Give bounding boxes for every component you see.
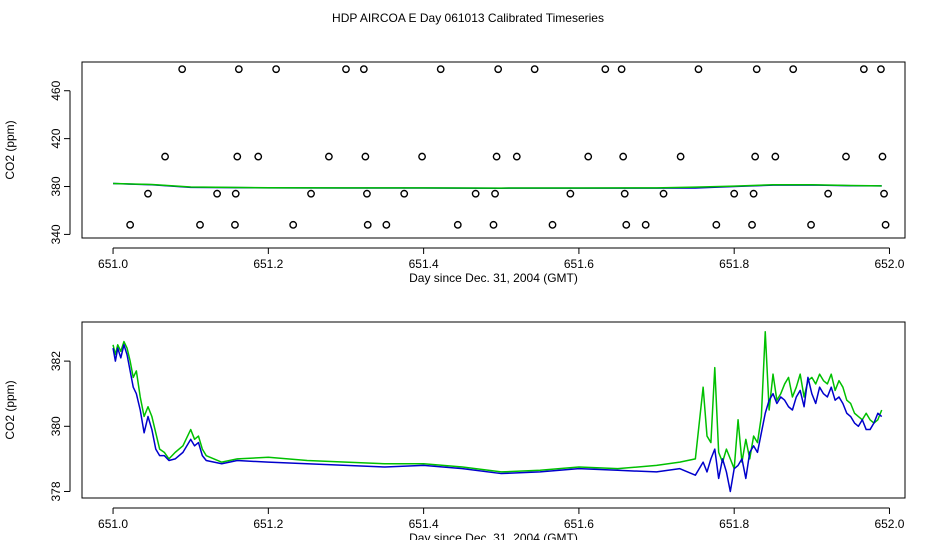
- top-scatter-point: [361, 152, 370, 161]
- figure-title: HDP AIRCOA E Day 061013 Calibrated Times…: [332, 11, 604, 25]
- top-scatter-point: [880, 189, 888, 198]
- top-scatter-point: [231, 220, 239, 229]
- top-scatter-point: [382, 220, 391, 229]
- top-scatter-point: [771, 152, 780, 161]
- top-y-tick-label: 460: [49, 80, 63, 100]
- top-scatter-point: [289, 220, 298, 229]
- top-scatter-point: [436, 65, 445, 74]
- top-x-tick-label: 651.8: [719, 257, 749, 271]
- bottom-x-tick-label: 651.2: [253, 517, 283, 531]
- top-scatter-point: [471, 189, 480, 198]
- bottom-x-tick-label: 651.8: [719, 517, 749, 531]
- top-scatter-point: [491, 189, 499, 198]
- top-scatter-point: [877, 65, 885, 74]
- top-scatter-point: [619, 152, 628, 161]
- top-scatter-point: [584, 152, 593, 161]
- top-scatter-point: [359, 65, 368, 74]
- top-scatter-point: [859, 65, 868, 74]
- top-scatter-point: [530, 65, 539, 74]
- top-panel: 651.0 651.2 651.4 651.6 651.8 652.0 Day since …: [3, 61, 906, 285]
- top-x-tick-label: 651.4: [409, 257, 439, 271]
- top-scatter-point: [233, 152, 242, 161]
- bottom-y-tick-label: 382: [49, 351, 63, 371]
- bottom-plot-frame: [81, 321, 906, 499]
- top-scatter-point: [712, 220, 721, 229]
- top-x-tick-label: 651.6: [564, 257, 594, 271]
- top-scatter-point: [178, 65, 187, 74]
- top-scatter-point: [730, 189, 739, 198]
- top-scatter-point: [601, 65, 610, 74]
- top-scatter-point: [196, 220, 204, 229]
- top-scatter-point: [512, 152, 521, 161]
- bottom-series-line-green: [112, 331, 883, 473]
- top-x-tick-label: 652.0: [874, 257, 904, 271]
- top-scatter-point: [494, 65, 503, 74]
- top-scatter-point: [307, 189, 315, 198]
- top-scatter-point: [751, 152, 760, 161]
- top-scatter-point: [418, 152, 426, 161]
- top-scatter-point: [231, 189, 240, 198]
- top-scatter-point: [694, 65, 703, 74]
- top-scatter-point: [489, 220, 498, 229]
- bottom-x-tick-label: 651.6: [564, 517, 594, 531]
- bottom-y-tick-label: 378: [49, 481, 63, 501]
- top-x-tick-label: 651.2: [253, 257, 283, 271]
- top-scatter-point: [363, 220, 372, 229]
- top-scatter-point: [622, 220, 631, 229]
- bottom-x-tick-label: 652.0: [874, 517, 904, 531]
- top-scatter-point: [878, 152, 887, 161]
- top-scatter-point: [617, 65, 626, 74]
- top-scatter-point: [676, 152, 685, 161]
- top-scatter-point: [144, 189, 152, 198]
- top-scatter-point: [566, 189, 575, 198]
- top-scatter-point: [453, 220, 462, 229]
- bottom-series-line-blue: [112, 344, 883, 493]
- top-scatter-point: [748, 220, 756, 229]
- top-scatter-point: [807, 220, 815, 229]
- top-scatter-point: [213, 189, 221, 198]
- top-plot-frame: [81, 61, 906, 239]
- top-series-line-green: [113, 182, 882, 189]
- bottom-y-tick-label: 380: [49, 416, 63, 436]
- bottom-x-tick-label: 651.0: [98, 517, 128, 531]
- top-scatter-point: [842, 152, 850, 161]
- bottom-x-axis-label: Day since Dec. 31, 2004 (GMT): [409, 531, 578, 540]
- bottom-y-axis-label: CO2 (ppm): [3, 380, 17, 439]
- bottom-x-tick-label: 651.4: [409, 517, 439, 531]
- top-scatter-point: [254, 152, 263, 161]
- top-x-tick-label: 651.0: [98, 257, 128, 271]
- top-scatter-point: [161, 152, 169, 161]
- top-scatter-point: [400, 189, 409, 198]
- top-scatter-point: [548, 220, 557, 229]
- top-scatter-point: [749, 189, 758, 198]
- top-scatter-point: [324, 152, 333, 161]
- top-y-axis-label: CO2 (ppm): [3, 120, 17, 179]
- top-scatter-point: [824, 189, 833, 198]
- top-scatter-point: [752, 65, 761, 74]
- top-scatter-point: [789, 65, 798, 74]
- top-scatter-point: [342, 65, 350, 74]
- top-scatter-point: [659, 189, 668, 198]
- top-scatter-point: [363, 189, 371, 198]
- top-y-tick-label: 340: [49, 224, 63, 244]
- top-y-tick-label: 380: [49, 176, 63, 196]
- top-scatter-point: [641, 220, 650, 229]
- bottom-panel: 651.0 651.2 651.4 651.6 651.8 652.0 Day since …: [3, 321, 906, 540]
- top-y-tick-label: 420: [49, 128, 63, 148]
- top-x-axis-label: Day since Dec. 31, 2004 (GMT): [409, 271, 578, 285]
- top-scatter-point: [620, 189, 629, 198]
- top-scatter-point: [881, 220, 890, 229]
- top-scatter-point: [126, 220, 135, 229]
- top-scatter-point: [234, 65, 243, 74]
- top-scatter-point: [272, 65, 281, 74]
- top-scatter-point: [492, 152, 501, 161]
